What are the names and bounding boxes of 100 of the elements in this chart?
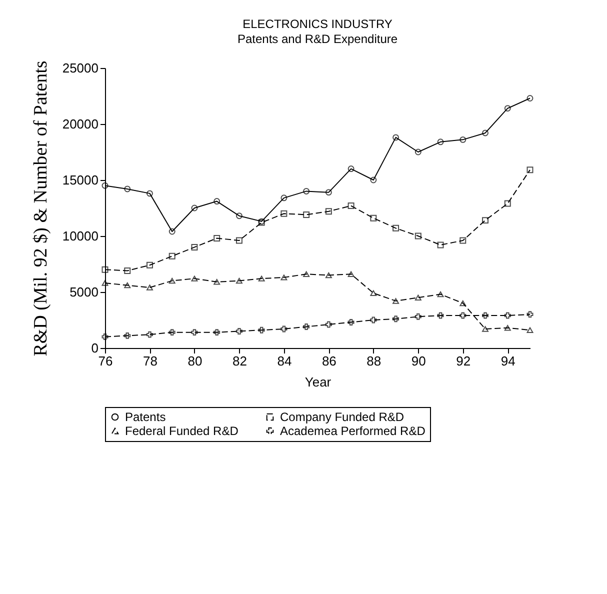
point (124, 282, 131, 288)
point (460, 136, 466, 143)
y-axis-title: R&D (Mil. 92 $) & Number of Patents (30, 60, 52, 356)
point (214, 198, 220, 205)
point (102, 280, 108, 286)
point (414, 294, 422, 300)
point (236, 278, 242, 284)
point (146, 262, 153, 268)
legend-label: Federal Funded R&D (125, 424, 239, 438)
point (437, 242, 444, 248)
y-tick-label: 15000 (62, 172, 98, 188)
point (303, 211, 310, 218)
point (191, 244, 198, 250)
point (214, 279, 220, 285)
point (370, 290, 377, 296)
point (504, 312, 511, 319)
point (392, 224, 400, 232)
point (370, 316, 377, 324)
point (236, 212, 242, 220)
point (258, 276, 265, 282)
x-tick-label: 84 (277, 354, 292, 368)
point (236, 328, 242, 334)
point (504, 200, 511, 207)
point (146, 331, 153, 338)
point (460, 312, 466, 319)
point (102, 266, 108, 273)
y-tick-label: 5000 (70, 284, 98, 300)
point (460, 237, 466, 244)
point (236, 237, 242, 244)
point (392, 134, 400, 141)
point (258, 326, 265, 334)
point (168, 228, 176, 235)
point (414, 148, 422, 156)
point (526, 327, 534, 333)
point (348, 271, 354, 277)
x-tick-label: 78 (143, 354, 158, 368)
point (504, 324, 511, 331)
point (191, 276, 198, 282)
point (437, 312, 444, 319)
point (214, 329, 220, 336)
x-tick-label: 90 (411, 354, 426, 368)
point (191, 329, 198, 336)
point (280, 210, 288, 217)
x-tick-label: 80 (188, 354, 202, 368)
point (280, 274, 288, 280)
point (414, 313, 422, 320)
point (348, 319, 354, 326)
x-tick-label: 86 (322, 354, 336, 368)
point (348, 202, 354, 209)
point (303, 271, 310, 277)
point (348, 166, 354, 172)
point (168, 329, 176, 336)
y-tick-label: 10000 (62, 228, 98, 244)
point (482, 326, 488, 332)
point (168, 252, 176, 260)
point (146, 284, 153, 290)
point (460, 300, 466, 306)
x-tick-label: 94 (500, 354, 516, 368)
legend-label: Patents (125, 410, 166, 424)
point (214, 235, 220, 242)
point (146, 190, 153, 197)
point (414, 232, 422, 240)
point (370, 176, 377, 184)
point (280, 194, 288, 202)
point (392, 316, 400, 322)
chart-subtitle: Patents and R&D Expenditure (237, 32, 398, 46)
x-tick-label: 76 (98, 354, 113, 368)
point (482, 130, 488, 136)
y-tick-label: 20000 (62, 116, 98, 132)
point (504, 105, 511, 112)
point (168, 278, 176, 284)
y-tick-label: 0 (91, 340, 98, 356)
x-tick-label: 82 (232, 354, 247, 368)
point (437, 291, 444, 298)
point (325, 208, 332, 215)
x-tick-label: 88 (366, 354, 382, 368)
legend-label: Academea Performed R&D (280, 424, 426, 438)
point (303, 188, 310, 194)
point (280, 326, 288, 332)
point (526, 166, 534, 174)
point (325, 321, 332, 328)
point (526, 311, 534, 318)
point (370, 214, 377, 222)
chart-title: ELECTRONICS INDUSTRY (242, 17, 392, 32)
point (124, 186, 131, 192)
point (124, 267, 131, 274)
legend-label: Company Funded R&D (280, 410, 404, 424)
point (124, 332, 131, 339)
point (392, 298, 400, 304)
point (325, 272, 332, 278)
point (437, 138, 444, 146)
point (325, 189, 332, 196)
point (102, 334, 108, 340)
point (303, 323, 310, 330)
point (482, 312, 488, 319)
point (482, 217, 488, 224)
x-tick-label: 92 (456, 354, 471, 368)
x-axis-title: Year (304, 374, 332, 390)
y-tick-label: 25000 (62, 60, 98, 76)
point (191, 204, 198, 212)
